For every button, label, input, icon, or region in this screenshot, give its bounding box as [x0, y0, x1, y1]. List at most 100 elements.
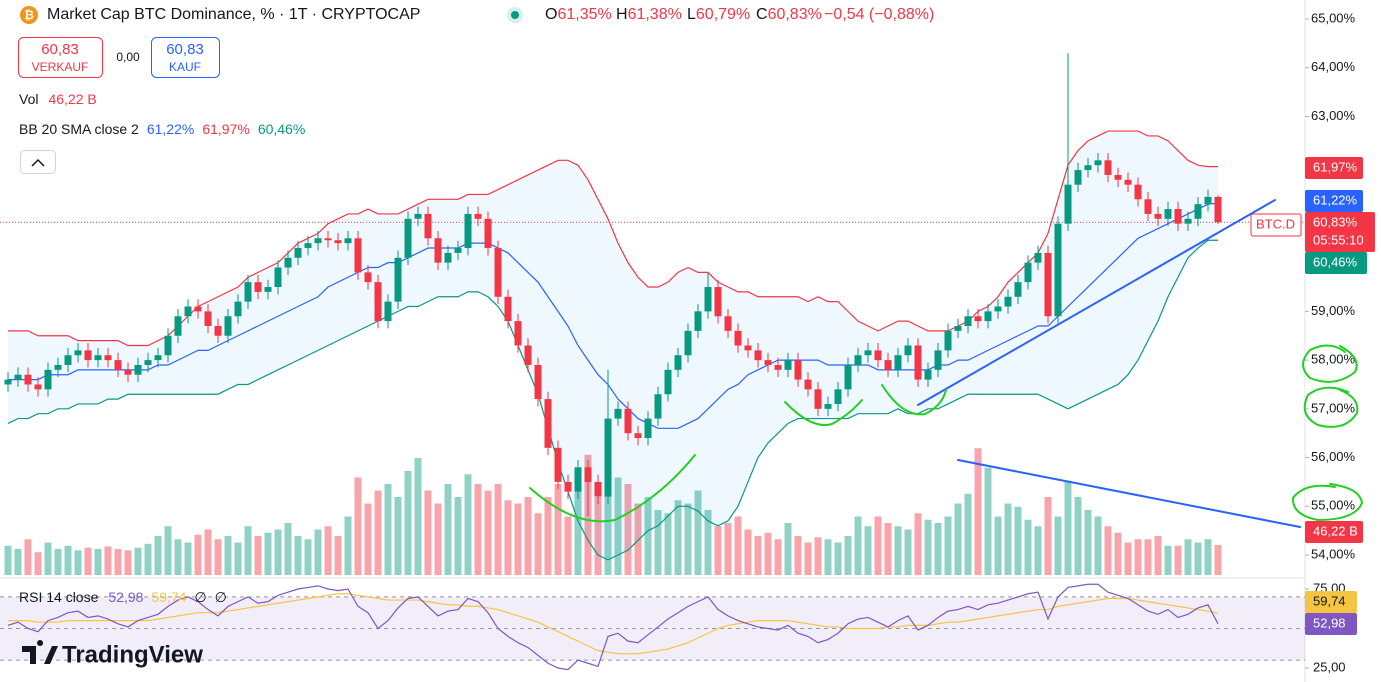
candle-body: [574, 467, 582, 492]
trend-line: [917, 199, 1276, 406]
candle-body: [1154, 213, 1162, 219]
symbol-icon: [20, 6, 38, 24]
candle-body: [594, 481, 602, 497]
candle-body: [1074, 170, 1082, 185]
tag-bb-basis-text: 61,22%: [1313, 192, 1358, 207]
tag-rsi-text: 52,98: [1313, 615, 1346, 630]
y-tick-label: 59,00%: [1311, 303, 1356, 318]
sell-button[interactable]: [18, 37, 103, 78]
volume-bar: [154, 536, 162, 575]
volume-bar: [74, 550, 82, 575]
tag-last-text: 60,83%: [1313, 214, 1358, 229]
candle-body: [1134, 184, 1142, 200]
y-tick-label: 65,00%: [1311, 10, 1356, 25]
volume-bar: [534, 513, 542, 575]
tag-volume-text: 46,22 B: [1313, 523, 1358, 538]
candle-body: [404, 218, 412, 258]
volume-bar: [384, 484, 392, 575]
volume-bar: [514, 503, 522, 575]
volume-bar: [244, 526, 252, 575]
candle-body: [634, 433, 642, 439]
tag-rsi-ma: [1305, 591, 1357, 613]
candle-body: [784, 360, 792, 370]
volume-bar: [1134, 539, 1142, 575]
volume-bar: [1014, 506, 1022, 575]
candle-body: [714, 287, 722, 317]
volume-bar: [524, 497, 532, 575]
volume-bar: [24, 539, 32, 575]
candle-body: [904, 345, 912, 356]
candle-body: [1174, 209, 1182, 224]
rsi-tick-label: 25,00: [1313, 659, 1346, 674]
volume-bar: [284, 523, 292, 575]
annotation: [1291, 483, 1364, 522]
candle-body: [144, 360, 152, 365]
tag-bb-basis: [1305, 190, 1363, 212]
volume-bar: [444, 484, 452, 575]
bb-fill: [8, 131, 1218, 560]
buy-label: KAUF: [169, 60, 201, 74]
volume-bar: [174, 539, 182, 575]
vol-legend: Vol 46,22 B: [19, 91, 97, 107]
candle-body: [424, 213, 432, 239]
volume-bar: [694, 490, 702, 575]
candle-body: [794, 360, 802, 380]
volume-bar: [1074, 497, 1082, 575]
volume-bar: [184, 542, 192, 575]
volume-bar: [404, 471, 412, 575]
volume-bar: [724, 523, 732, 575]
candle-body: [304, 243, 312, 249]
buy-price: 60,83: [166, 41, 204, 58]
volume-bar: [994, 516, 1002, 575]
candle-body: [964, 316, 972, 326]
volume-bar: [264, 532, 272, 575]
volume-bar: [224, 536, 232, 575]
candle-body: [394, 257, 402, 302]
volume-bar: [134, 547, 142, 575]
candle-body: [164, 335, 172, 356]
volume-bar: [414, 458, 422, 575]
rsi-legend: RSI 14 close 52,98 59,74 ∅ ∅: [19, 589, 227, 605]
candle-body: [584, 467, 592, 482]
volume-bar: [654, 510, 662, 575]
candle-body: [24, 374, 32, 385]
candle-body: [74, 350, 82, 356]
candle-body: [684, 330, 692, 356]
collapse-button[interactable]: [20, 150, 56, 174]
candle-body: [724, 316, 732, 331]
volume-bar: [1214, 544, 1222, 575]
logo: TradingView: [62, 641, 203, 668]
buy-button[interactable]: [151, 37, 220, 78]
volume-bar: [94, 549, 102, 575]
volume-bar: [504, 500, 512, 575]
volume-bar: [1154, 536, 1162, 575]
candle-body: [824, 403, 832, 409]
volume-bar: [834, 542, 842, 575]
candle-body: [914, 345, 922, 380]
candle-body: [214, 325, 222, 336]
candle-body: [804, 379, 812, 390]
volume-bar: [454, 497, 462, 575]
tag-rsi-ma-text: 59,74: [1313, 593, 1346, 608]
candle-body: [944, 330, 952, 351]
drawings: [529, 199, 1364, 528]
volume-bar: [854, 516, 862, 575]
ohlc-low: L60,79%: [687, 6, 750, 23]
volume-bar: [214, 539, 222, 575]
candle-body: [154, 355, 162, 361]
candle-body: [354, 238, 362, 273]
status-dot: [511, 11, 519, 19]
tag-bb-upper-text: 61,97%: [1313, 159, 1358, 174]
logo-icon: [22, 640, 58, 664]
candle-body: [434, 238, 442, 263]
volume-bar: [324, 526, 332, 575]
volume-bar: [234, 542, 242, 575]
candle-body: [604, 418, 612, 497]
candle-body: [664, 369, 672, 395]
rsi-ma-line: [8, 593, 1219, 655]
volume-bar: [954, 503, 962, 575]
candle-body: [314, 238, 322, 244]
ohlc-close: C60,83%: [756, 6, 822, 23]
volume-bar: [664, 513, 672, 575]
